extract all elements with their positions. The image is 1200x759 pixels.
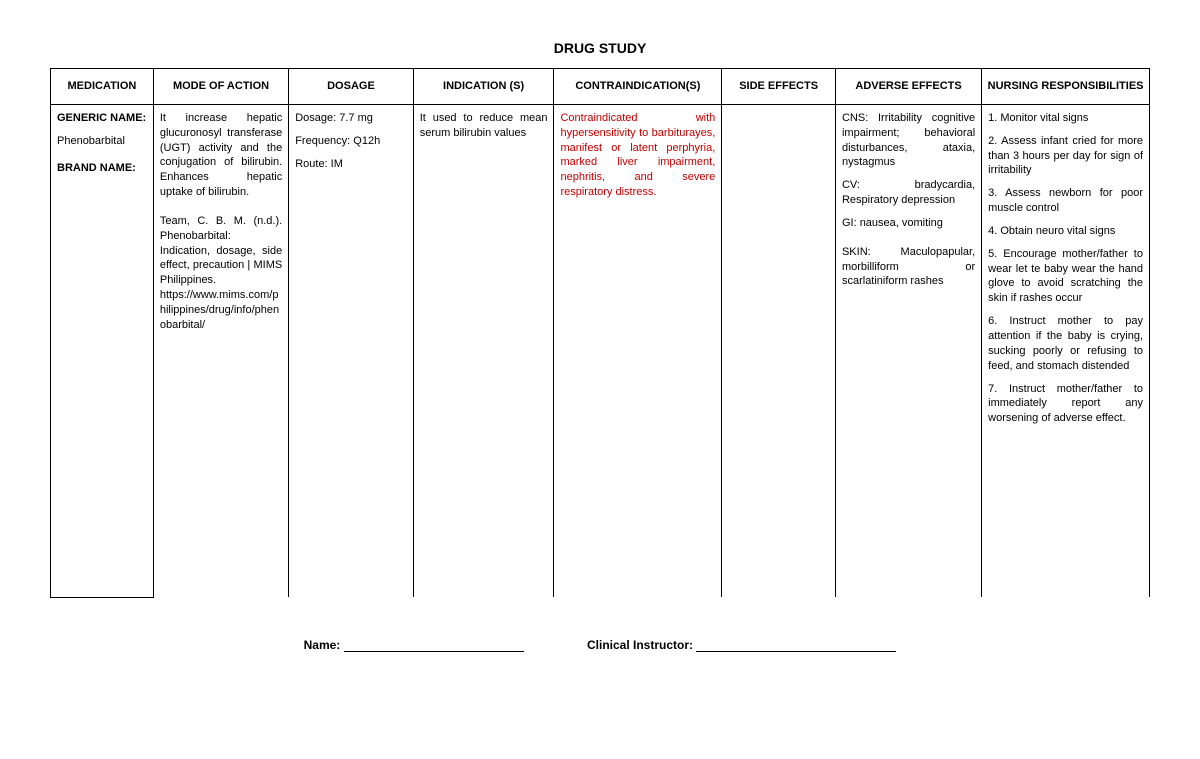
nursing-4: 4. Obtain neuro vital signs: [988, 224, 1143, 239]
instructor-blank: [696, 651, 896, 652]
contra-text: Contraindicated with hypersensitivity to…: [560, 111, 715, 200]
nursing-5: 5. Encourage mother/father to wear let t…: [988, 247, 1143, 306]
col-mode: MODE OF ACTION: [153, 69, 288, 105]
adverse-cns: CNS: Irritability cognitive impairment; …: [842, 111, 975, 170]
col-side: SIDE EFFECTS: [722, 69, 836, 105]
footer: Name: Clinical Instructor:: [50, 638, 1150, 652]
cell-adverse: CNS: Irritability cognitive impairment; …: [835, 104, 981, 597]
adverse-gi: GI: nausea, vomiting: [842, 216, 975, 231]
adverse-cv: CV: bradycardia, Respiratory depression: [842, 178, 975, 208]
dosage-line-3: Route: IM: [295, 157, 407, 172]
mode-text-2: Team, C. B. M. (n.d.). Phenobarbital: In…: [160, 214, 282, 333]
cell-mode: It increase hepatic glucuronosyl transfe…: [153, 104, 288, 597]
nursing-2: 2. Assess infant cried for more than 3 h…: [988, 134, 1143, 179]
drug-study-table: MEDICATION MODE OF ACTION DOSAGE INDICAT…: [50, 68, 1150, 598]
col-indication: INDICATION (S): [413, 69, 554, 105]
cell-side: [722, 104, 836, 597]
table-row: GENERIC NAME: Phenobarbital It increase …: [51, 104, 1150, 154]
cell-contra: Contraindicated with hypersensitivity to…: [554, 104, 722, 597]
name-blank: [344, 651, 524, 652]
dosage-line-2: Frequency: Q12h: [295, 134, 407, 149]
indication-text: It used to reduce mean serum bilirubin v…: [420, 111, 548, 141]
generic-name-label: GENERIC NAME:: [57, 111, 147, 126]
nursing-3: 3. Assess newborn for poor muscle contro…: [988, 186, 1143, 216]
col-dosage: DOSAGE: [289, 69, 414, 105]
adverse-skin: SKIN: Maculopapular, morbilliform or sca…: [842, 245, 975, 290]
nursing-6: 6. Instruct mother to pay attention if t…: [988, 314, 1143, 373]
col-contra: CONTRAINDICATION(S): [554, 69, 722, 105]
mode-text-1: It increase hepatic glucuronosyl transfe…: [160, 111, 282, 200]
generic-name-value: Phenobarbital: [57, 134, 147, 149]
col-adverse: ADVERSE EFFECTS: [835, 69, 981, 105]
cell-nursing: 1. Monitor vital signs 2. Assess infant …: [982, 104, 1150, 597]
page-title: DRUG STUDY: [50, 40, 1150, 56]
nursing-7: 7. Instruct mother/father to immediately…: [988, 382, 1143, 427]
nursing-1: 1. Monitor vital signs: [988, 111, 1143, 126]
name-label: Name:: [304, 638, 341, 652]
brand-name-label: BRAND NAME:: [57, 161, 147, 176]
cell-generic: GENERIC NAME: Phenobarbital: [51, 104, 154, 154]
instructor-label: Clinical Instructor:: [587, 638, 693, 652]
col-nursing: NURSING RESPONSIBILITIES: [982, 69, 1150, 105]
cell-dosage: Dosage: 7.7 mg Frequency: Q12h Route: IM: [289, 104, 414, 597]
table-header-row: MEDICATION MODE OF ACTION DOSAGE INDICAT…: [51, 69, 1150, 105]
col-medication: MEDICATION: [51, 69, 154, 105]
cell-brand: BRAND NAME:: [51, 155, 154, 598]
cell-indication: It used to reduce mean serum bilirubin v…: [413, 104, 554, 597]
dosage-line-1: Dosage: 7.7 mg: [295, 111, 407, 126]
